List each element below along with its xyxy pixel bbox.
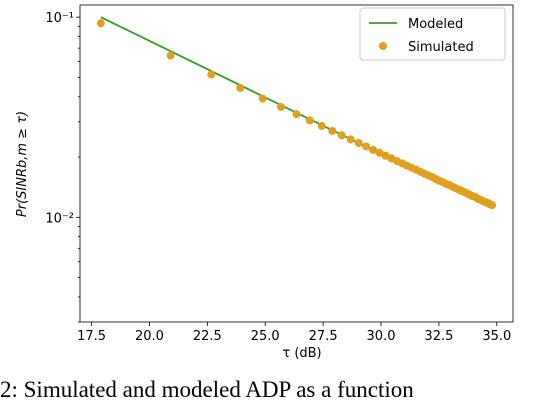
x-tick-label: 17.5 — [77, 329, 106, 344]
sim-point — [354, 139, 363, 148]
sim-point — [375, 148, 384, 157]
sim-point — [362, 142, 371, 151]
sim-point — [337, 131, 346, 140]
sim-point — [328, 126, 337, 135]
sim-point — [166, 51, 175, 60]
sim-point — [317, 121, 326, 130]
legend-marker — [379, 42, 387, 50]
plot-frame — [79, 4, 514, 323]
x-tick-label: 25.0 — [251, 329, 280, 344]
y-tick-label: 10⁻¹ — [45, 11, 74, 26]
y-axis-label: Pr(SINRb,m ≥ τ) — [15, 111, 30, 217]
x-tick-label: 32.5 — [424, 329, 453, 344]
x-tick-label: 35.0 — [482, 329, 511, 344]
sim-point — [207, 70, 216, 79]
sim-point — [96, 19, 105, 28]
x-tick-label: 30.0 — [367, 329, 396, 344]
sim-point — [305, 116, 314, 125]
sim-point — [236, 83, 245, 92]
legend-label: Simulated — [408, 40, 474, 55]
sim-point — [369, 145, 378, 154]
legend-box — [359, 7, 506, 61]
x-tick-label: 22.5 — [193, 329, 222, 344]
sim-point — [346, 135, 355, 144]
legend-label: Modeled — [408, 17, 463, 32]
sim-point — [276, 102, 285, 111]
y-tick-label: 10⁻² — [45, 211, 74, 226]
sim-point — [258, 94, 267, 103]
sim-point — [488, 201, 497, 210]
x-tick-label: 27.5 — [309, 329, 338, 344]
sim-point — [292, 110, 301, 119]
caption: 2: Simulated and modeled ADP as a functi… — [0, 377, 414, 402]
x-tick-label: 20.0 — [135, 329, 164, 344]
x-axis-label: τ (dB) — [282, 346, 321, 361]
